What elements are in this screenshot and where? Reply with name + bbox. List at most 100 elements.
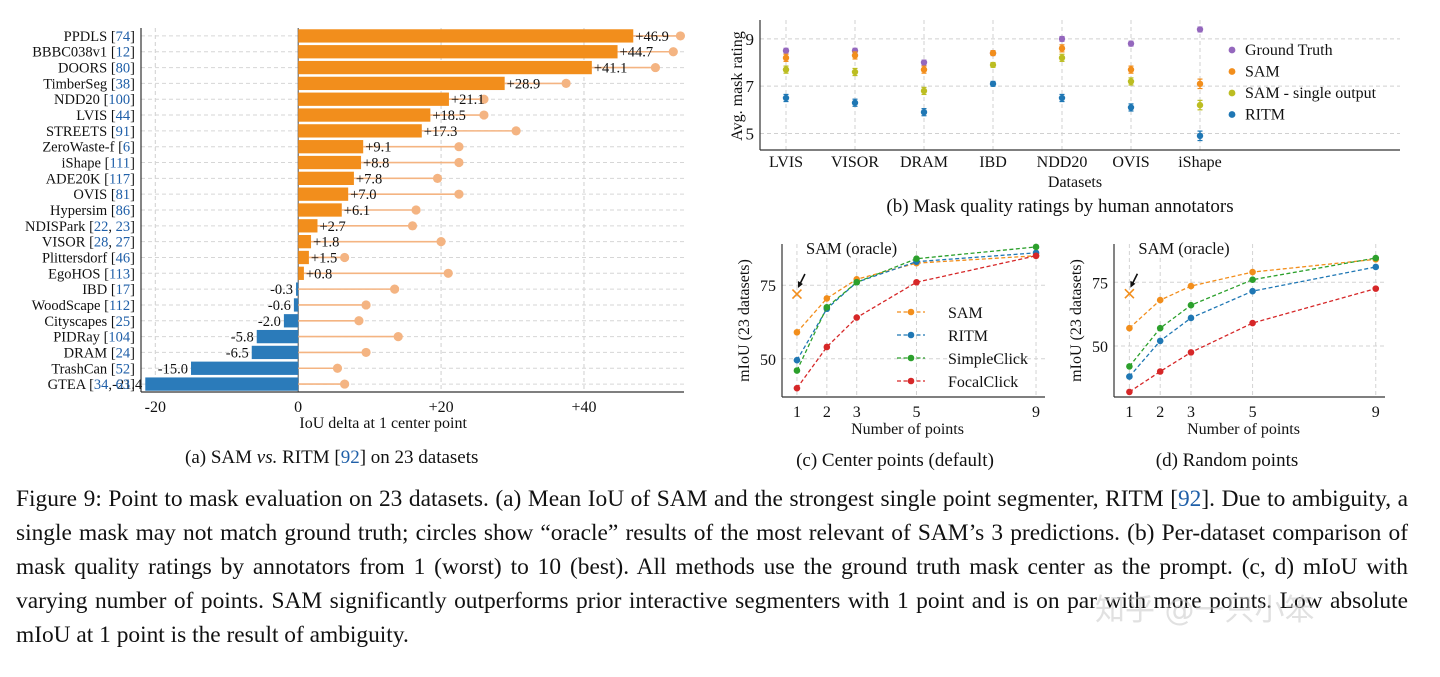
value-label: -5.8 [231, 330, 254, 346]
bar [256, 329, 299, 344]
y-tick-label: 50 [1092, 339, 1108, 356]
bracket: [ [107, 108, 116, 124]
bracket: [ [100, 171, 109, 187]
category-name: ADE20K [46, 171, 101, 187]
legend-marker [1228, 46, 1236, 54]
oracle-dot [479, 94, 489, 104]
bar [298, 76, 505, 91]
bar [293, 298, 299, 312]
bracket: ] [130, 171, 135, 187]
citation-link[interactable]: 92 [340, 447, 360, 468]
category-name: DRAM [64, 345, 108, 361]
category-ref: 24 [116, 345, 131, 361]
data-point [1156, 337, 1164, 345]
bracket: ] [130, 203, 135, 219]
bracket: ] [130, 282, 135, 298]
value-label: +17.3 [424, 124, 458, 140]
caption-citation-link[interactable]: 92 [1177, 486, 1202, 512]
value-label: +1.8 [313, 235, 339, 251]
bracket: ] [130, 29, 135, 45]
category-name: TimberSeg [43, 76, 107, 92]
category-label: EgoHOS [113] [48, 266, 135, 282]
legend-label: RITM [948, 328, 988, 345]
value-label: +18.5 [432, 108, 466, 124]
bracket: [ [107, 282, 116, 298]
oracle-dot [454, 189, 464, 199]
value-label: +41.1 [594, 61, 628, 77]
oracle-marker [791, 288, 803, 300]
data-point [793, 384, 801, 392]
category-label: NDISPark [22, 23] [25, 219, 135, 235]
data-point [1126, 363, 1133, 370]
x-tick-label: -20 [145, 399, 166, 416]
category-ref: 74 [116, 29, 131, 45]
value-label: +46.9 [635, 29, 669, 45]
data-point [1249, 276, 1256, 284]
bracket: ] [130, 235, 135, 251]
data-point [1058, 35, 1066, 43]
data-point [823, 343, 831, 351]
x-tick-label: NDD20 [1037, 154, 1088, 171]
bracket: [ [107, 345, 116, 361]
category-ref: 113 [109, 266, 130, 282]
y-tick-label: 7 [746, 77, 755, 96]
bracket: [ [107, 76, 116, 92]
bar [298, 60, 592, 75]
legend-label: Ground Truth [1245, 42, 1333, 59]
data-point [1249, 319, 1256, 327]
bar [296, 282, 299, 296]
legend-label: SAM [948, 305, 983, 322]
legend-label: SAM [1245, 64, 1280, 81]
data-point [920, 108, 928, 116]
category-ref: 34 [94, 377, 109, 393]
oracle-dot [436, 237, 446, 247]
bracket: ] [130, 45, 135, 61]
x-tick-label: 3 [1187, 404, 1195, 421]
data-point [1126, 324, 1133, 332]
bracket: ] [130, 108, 135, 124]
watermark: 知乎 @一只小笨 [1095, 593, 1315, 628]
category-label: NDD20 [100] [54, 92, 135, 108]
data-point [793, 356, 801, 364]
data-point [1156, 368, 1164, 375]
category-ref: 52 [116, 361, 131, 377]
y-tick-label: 9 [746, 30, 755, 49]
legend-label: FocalClick [948, 374, 1018, 391]
bracket: ] [130, 61, 135, 77]
bracket: [ [107, 45, 116, 61]
data-point [1126, 388, 1133, 396]
oracle-marker [1124, 288, 1135, 299]
x-tick-label: 9 [1372, 404, 1380, 421]
value-label: +7.0 [350, 187, 376, 203]
oracle-dot [361, 347, 371, 358]
value-label: -0.3 [270, 282, 293, 298]
oracle-dot [443, 268, 453, 278]
ref-sep: , [108, 235, 115, 251]
data-point [989, 80, 997, 88]
data-point [913, 278, 920, 286]
value-label: +2.7 [319, 219, 345, 235]
data-point [1058, 54, 1066, 62]
bracket: ] [130, 266, 135, 282]
category-ref: 12 [116, 45, 131, 61]
category-label: BBBC038v1 [12] [32, 45, 135, 61]
category-name: NDISPark [25, 219, 86, 235]
category-ref: 23 [116, 219, 131, 235]
data-point [782, 47, 790, 54]
category-ref: 22 [94, 219, 109, 235]
bar [298, 92, 449, 106]
legend-marker [907, 354, 915, 362]
oracle-dot [361, 300, 371, 310]
legend-marker [1228, 89, 1236, 97]
oracle-dot [340, 379, 350, 389]
category-label: Hypersim [86] [50, 203, 135, 219]
data-point [1058, 94, 1066, 102]
value-label: -0.6 [268, 298, 291, 314]
bracket: ] [130, 250, 135, 266]
bracket: [ [101, 156, 110, 172]
data-point [1156, 324, 1164, 332]
legend-marker [907, 331, 915, 339]
x-tick-label: iShape [1178, 154, 1222, 171]
category-name: Hypersim [50, 203, 108, 219]
data-point [1127, 40, 1135, 47]
